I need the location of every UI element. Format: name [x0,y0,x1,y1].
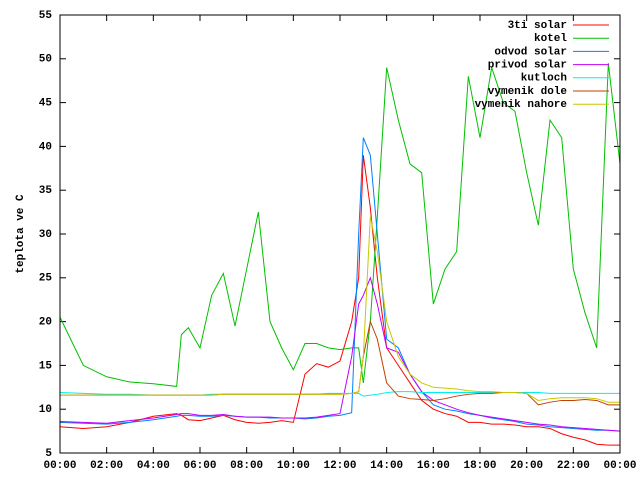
series-line [59,63,621,387]
y-tick-label: 25 [39,273,53,285]
y-tick-label: 15 [39,360,53,372]
x-tick-label: 08:00 [230,460,263,472]
y-axis-label: teplota ve C [15,194,27,274]
legend-label: vymenik dole [488,86,568,98]
y-tick-label: 55 [39,10,53,22]
legend-label: kutloch [521,73,567,85]
x-tick-label: 18:00 [463,460,496,472]
y-tick-label: 30 [39,229,52,241]
x-tick-label: 16:00 [417,460,450,472]
legend-label: odvod solar [494,46,567,58]
y-tick-label: 45 [39,98,53,110]
series-line [59,155,620,446]
y-tick-label: 40 [39,141,52,153]
x-tick-label: 10:00 [277,460,310,472]
series-line [59,137,621,432]
y-tick-label: 20 [39,317,52,329]
legend-label: vymenik nahore [475,99,568,111]
legend-label: kotel [534,33,567,45]
x-tick-label: 02:00 [90,460,123,472]
x-tick-label: 12:00 [323,460,356,472]
x-tick-label: 20:00 [510,460,543,472]
y-tick-label: 50 [39,54,52,66]
x-tick-label: 00:00 [43,460,76,472]
series-line [59,276,621,432]
y-tick-label: 10 [39,404,52,416]
x-tick-label: 00:00 [603,460,636,472]
x-tick-label: 22:00 [557,460,590,472]
y-tick-label: 35 [39,185,53,197]
legend-label: privod solar [488,60,567,72]
x-tick-label: 06:00 [183,460,216,472]
series-line [60,216,620,403]
plot-border [59,14,621,454]
legend-label: 3ti solar [508,20,567,32]
x-tick-label: 04:00 [137,460,170,472]
y-tick-label: 5 [45,448,52,460]
x-tick-label: 14:00 [370,460,403,472]
